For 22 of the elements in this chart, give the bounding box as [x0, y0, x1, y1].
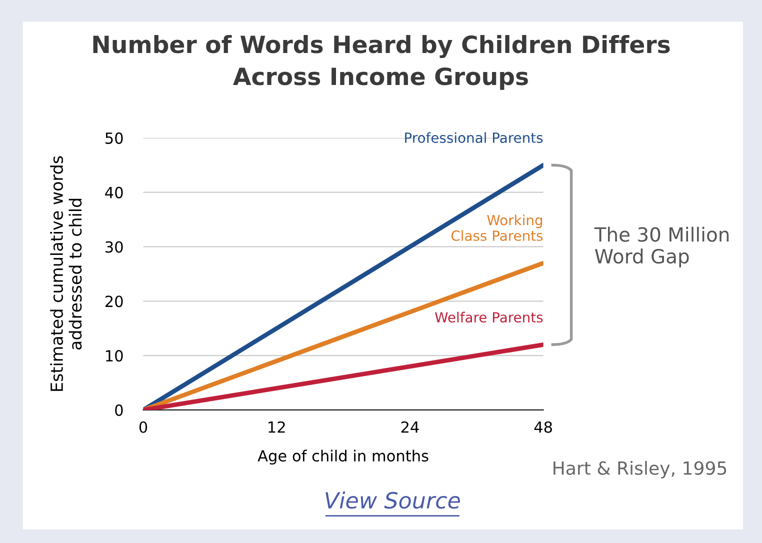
x-tick-label: 12 [268, 421, 285, 433]
text: The 30 Million Word Gap [594, 226, 729, 268]
x-axis-title: Age of child in months [258, 450, 428, 465]
y-axis-title: Estimated cumulative words addressed to child [50, 156, 82, 391]
y-tick-label: 0 [115, 404, 123, 416]
series-label: Professional Parents [405, 132, 543, 143]
series-label: Welfare Parents [435, 312, 543, 323]
y-tick-label: 40 [105, 186, 123, 198]
text: Hart & Risley, 1995 [554, 460, 726, 478]
y-tick-label: 30 [106, 241, 123, 253]
text: View Source [326, 492, 460, 509]
y-tick-label: 10 [106, 350, 123, 362]
x-tick-label: 24 [401, 421, 419, 433]
x-tick-label: 48 [534, 421, 552, 433]
series-label: Working Class Parents [451, 214, 543, 241]
y-tick-label: 50 [106, 132, 123, 144]
y-tick-label: 20 [105, 296, 123, 308]
line-series [143, 162, 544, 410]
line-series [143, 342, 544, 410]
x-tick-label: 0 [139, 421, 148, 433]
chart-title: Number of Words Heard by Children Differs Across Income Groups [93, 35, 670, 90]
line-series [143, 260, 544, 410]
